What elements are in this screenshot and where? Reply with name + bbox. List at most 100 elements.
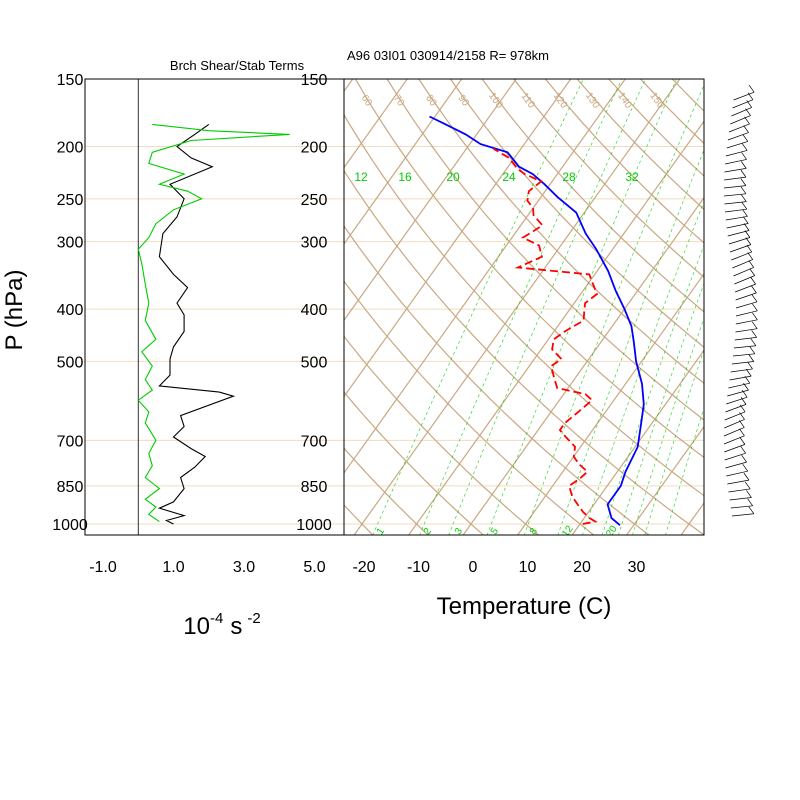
wind-barbs xyxy=(723,84,758,517)
mixing-ratio-bottom-label: 2 xyxy=(422,526,434,537)
isotherm-line xyxy=(353,79,681,535)
skewt-plot-frame xyxy=(343,78,705,536)
wind-barb-feather xyxy=(744,116,750,125)
temperature-profile-line xyxy=(429,115,645,526)
wind-barb-feather xyxy=(748,260,755,268)
mixing-ratio-line xyxy=(523,84,704,535)
dry-adiabat-line xyxy=(640,79,704,145)
mixing-ratio-lines xyxy=(372,79,704,535)
skewt-pressure-gridlines xyxy=(344,145,704,525)
units-axis-label: 10-4 s -2 xyxy=(183,610,260,640)
dry-adiabat-line xyxy=(767,79,800,535)
mixing-ratio-top-label: 20 xyxy=(446,170,460,184)
wind-barb-staff xyxy=(728,123,750,133)
wind-barb-feather xyxy=(745,108,751,116)
left-x-tick-label: -1.0 xyxy=(89,559,117,576)
wind-barb-staff xyxy=(723,427,745,437)
wind-barb-feather xyxy=(741,389,748,398)
left-y-tick-label: 1000 xyxy=(52,517,88,534)
wind-barb-feather xyxy=(746,100,752,108)
dry-adiabat-line xyxy=(344,225,650,535)
left-panel-title: Brch Shear/Stab Terms xyxy=(170,58,305,73)
dry-adiabat-line xyxy=(576,79,704,211)
figure-title: A96 03I01 030914/2158 R= 978km xyxy=(347,48,549,63)
dry-adiabat-line xyxy=(344,280,595,535)
wind-barb-staff xyxy=(735,301,758,309)
isotherm-line xyxy=(0,79,298,535)
wind-barb-staff xyxy=(732,259,753,269)
dry-adiabat-line xyxy=(418,79,704,385)
isotherm-line xyxy=(516,272,704,535)
wind-barb-feather xyxy=(750,276,756,285)
units-exp1: -4 xyxy=(210,610,223,627)
isotherm-line xyxy=(0,79,244,535)
wind-barb-staff xyxy=(729,497,752,501)
mixing-ratio-top-label: 12 xyxy=(354,170,368,184)
left-x-tick-label: 1.0 xyxy=(162,559,184,576)
wind-barb-feather xyxy=(745,237,752,245)
wind-barb-feather xyxy=(743,382,749,391)
dry-adiabat-line xyxy=(344,169,704,535)
wind-barb-staff xyxy=(733,267,754,277)
dry-adiabat-line xyxy=(671,79,704,112)
wind-barb-staff xyxy=(728,382,750,389)
skewt-y-tick-label: 250 xyxy=(301,192,328,209)
left-y-tick-label: 200 xyxy=(57,139,84,156)
isotherm-line xyxy=(625,425,704,535)
wind-barb-staff xyxy=(724,208,747,213)
mixing-ratio-top-label: 24 xyxy=(502,170,516,184)
wind-barb-feather xyxy=(741,194,747,202)
isotherm-line xyxy=(344,79,408,169)
wind-barb-feather xyxy=(746,490,752,498)
wind-barb-feather xyxy=(739,437,746,445)
shear-term-line xyxy=(157,123,236,525)
units-base: 10 xyxy=(183,613,210,640)
mixing-ratio-bottom-label: 1 xyxy=(375,526,387,537)
wind-barb-staff xyxy=(724,452,746,461)
dry-adiabat-line xyxy=(545,79,704,244)
mixing-ratio-bottom-label: 5 xyxy=(489,526,501,537)
wind-barb-feather xyxy=(752,312,758,320)
dry-adiabat-line xyxy=(703,79,704,80)
wind-barb-staff xyxy=(735,292,757,301)
skewt-y-tick-label: 500 xyxy=(301,354,328,371)
left-y-tick-label: 400 xyxy=(57,302,84,319)
wind-barb-feather xyxy=(747,361,753,370)
pressure-axis-label: P (hPa) xyxy=(1,270,28,351)
wind-barb-feather xyxy=(740,445,746,454)
mixing-ratio-line xyxy=(486,79,677,535)
skewt-y-tick-label: 850 xyxy=(301,479,328,496)
wind-barb-feather xyxy=(751,294,758,302)
skewt-y-tick-label: 700 xyxy=(301,433,328,450)
isotherm-line xyxy=(0,79,189,535)
wind-barb-feather xyxy=(740,397,747,405)
wind-barb-feather xyxy=(751,321,758,329)
wind-barb-feather xyxy=(741,143,748,151)
dry-adiabat-line xyxy=(344,447,429,535)
wind-barb-feather xyxy=(746,244,753,253)
shear-stab-panel: 150 200 250 300 400 500 700 850 1000 -1.0 1.0 3.0 5… xyxy=(1,58,345,640)
skewt-y-tick-label: 300 xyxy=(301,235,328,252)
left-x-tick-labels: -1.0 1.0 3.0 5.0 xyxy=(89,559,326,576)
wind-barb-feather xyxy=(748,84,755,93)
wind-barb-staff xyxy=(726,396,748,405)
wind-barb-feather xyxy=(748,506,755,514)
mixing-ratio-line xyxy=(372,79,584,535)
isotherm-line xyxy=(344,79,463,245)
wind-barb-staff xyxy=(733,91,755,101)
dry-adiabat-line xyxy=(344,391,485,535)
wind-barb-staff xyxy=(725,404,747,413)
wind-barb-staff xyxy=(731,361,754,365)
wind-barb-staff xyxy=(730,368,753,373)
wind-barb-feather xyxy=(747,498,753,506)
wind-barb-staff xyxy=(727,389,749,397)
temperature-axis-label: Temperature (C) xyxy=(437,593,612,620)
isotherm-line xyxy=(462,196,704,535)
wind-barb-feather xyxy=(740,186,747,195)
wind-barb-feather xyxy=(743,472,750,481)
wind-barb-staff xyxy=(725,159,747,165)
wind-barb-staff xyxy=(732,353,755,357)
mixing-ratio-bottom-labels: 1 2 3 5 8 12 20 xyxy=(375,523,620,537)
adiabat-label: 140 xyxy=(615,91,634,111)
dry-adiabat-lines xyxy=(344,79,800,535)
